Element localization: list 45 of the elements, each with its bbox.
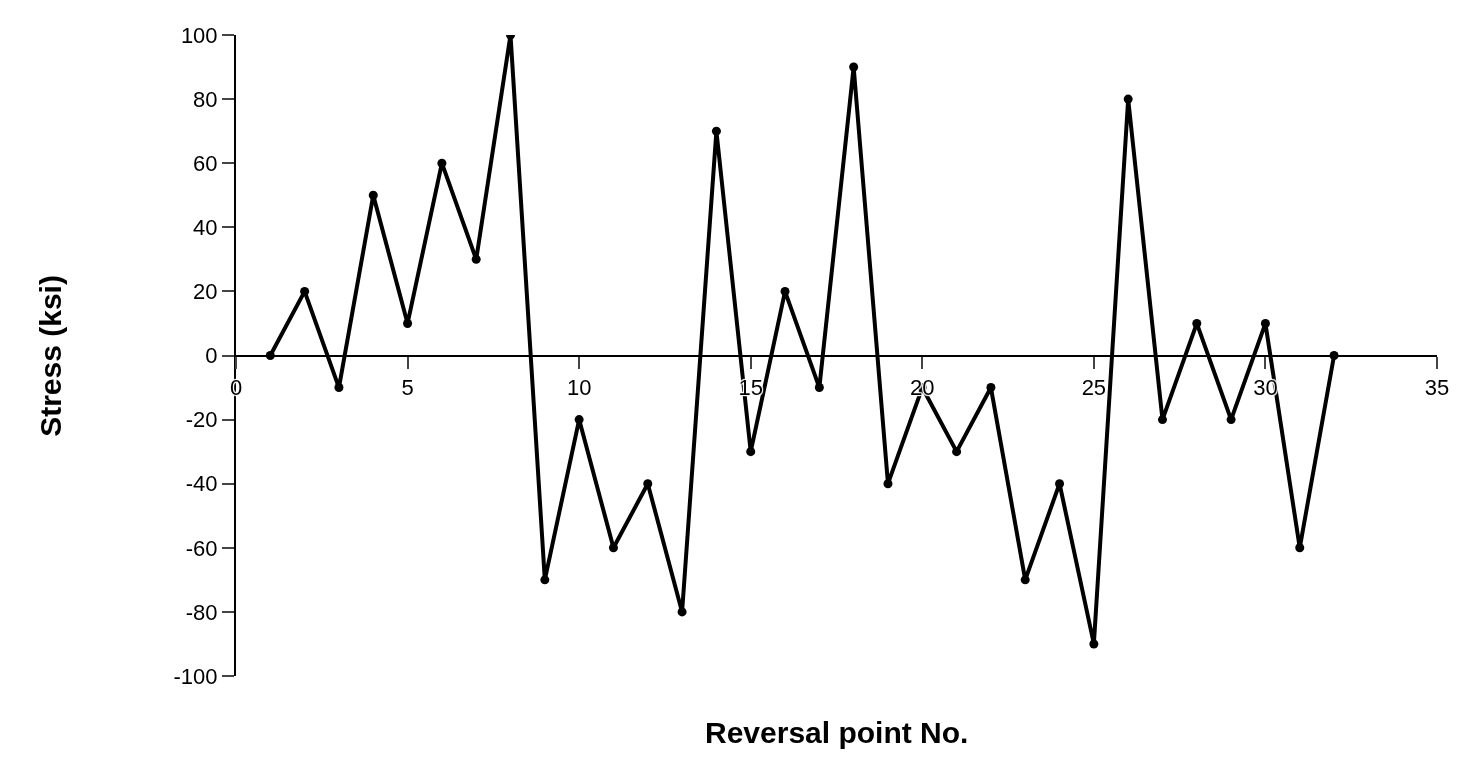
- point: [403, 318, 413, 328]
- point: [1055, 479, 1065, 489]
- point: [1260, 318, 1270, 328]
- point: [883, 479, 893, 489]
- point: [643, 479, 653, 489]
- y-tick-label: 80: [193, 86, 218, 112]
- point: [437, 158, 447, 168]
- x-tick-label: 5: [401, 374, 414, 400]
- point: [1089, 639, 1099, 649]
- y-tick-label: -100: [173, 663, 218, 689]
- point: [677, 607, 687, 617]
- point: [814, 383, 824, 393]
- y-tick-label: 60: [193, 150, 218, 176]
- y-tick-label: -60: [185, 535, 218, 561]
- y-tick-label: -40: [185, 471, 218, 497]
- point: [300, 286, 310, 296]
- y-tick-label: 0: [205, 343, 218, 369]
- point: [574, 415, 584, 425]
- point: [1192, 318, 1202, 328]
- y-tick-label: 40: [193, 215, 218, 240]
- x-tick-label: 10: [566, 374, 592, 400]
- point: [334, 383, 344, 393]
- point: [1226, 415, 1236, 425]
- point: [368, 190, 378, 200]
- x-axis-title: Reversal point No.: [705, 716, 969, 749]
- x-tick-label: 35: [1424, 374, 1450, 400]
- point: [1295, 543, 1305, 553]
- point: [746, 447, 756, 457]
- y-tick-label: 20: [193, 279, 218, 305]
- point: [471, 254, 481, 264]
- point: [711, 126, 721, 136]
- y-tick-label: -80: [185, 599, 218, 625]
- point: [780, 286, 790, 296]
- point: [849, 62, 859, 72]
- point: [986, 383, 996, 393]
- point: [1020, 575, 1030, 585]
- x-tick-label: 25: [1081, 374, 1107, 400]
- point: [1157, 415, 1167, 425]
- point: [540, 575, 550, 585]
- y-tick-label: -20: [185, 407, 218, 433]
- y-axis-title: Stress (ksi): [33, 275, 67, 437]
- y-tick-label: 100: [180, 22, 218, 48]
- point: [608, 543, 618, 553]
- point: [952, 447, 962, 457]
- point: [1123, 94, 1133, 104]
